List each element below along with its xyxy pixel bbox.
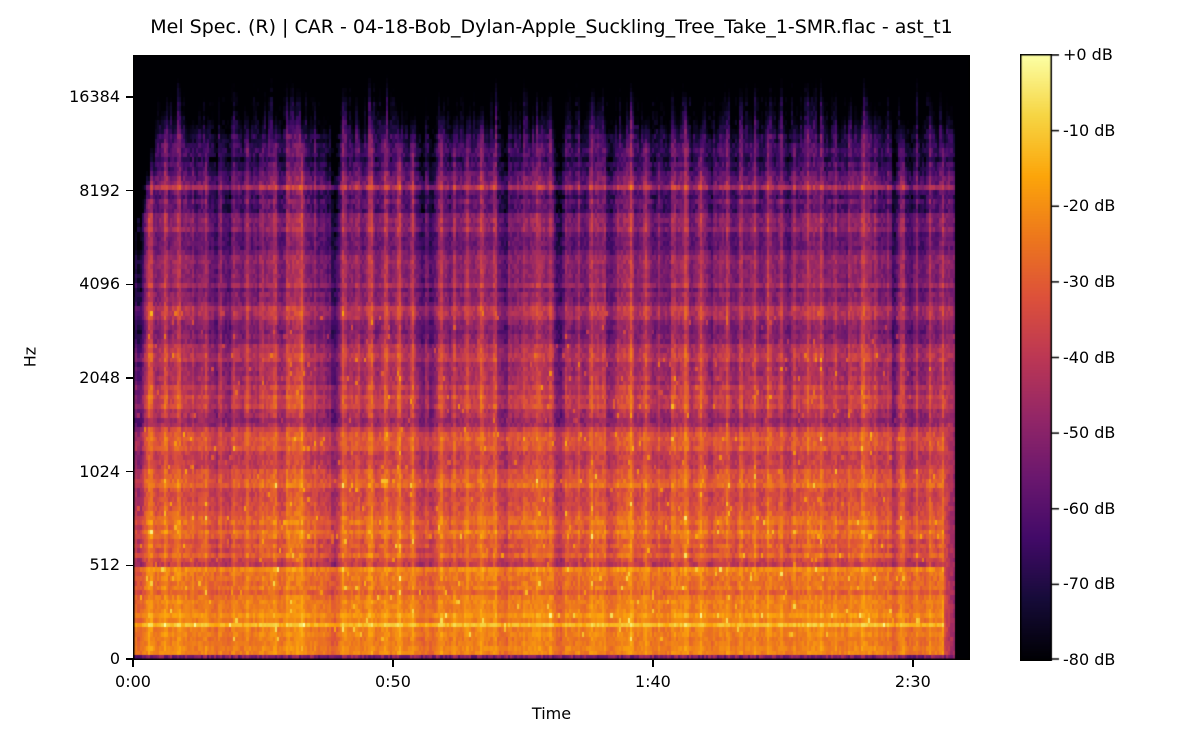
y-tick-mark: [126, 470, 133, 473]
colorbar: [1020, 54, 1060, 661]
x-tick-mark: [652, 660, 654, 667]
y-tick-label: 0: [109, 649, 120, 668]
x-tick-mark: [132, 660, 134, 667]
x-axis-label: Time: [531, 704, 572, 723]
y-tick-mark: [126, 189, 133, 192]
colorbar-tick-label: -80 dB: [1063, 650, 1116, 669]
y-tick-label: 4096: [79, 274, 120, 294]
y-tick-mark: [126, 377, 133, 379]
y-tick-label: 2048: [79, 368, 120, 387]
colorbar-tick-label: -10 dB: [1063, 120, 1116, 140]
y-tick-label: 512: [89, 555, 120, 575]
y-tick-mark: [126, 564, 133, 567]
chart-title: Mel Spec. (R) | CAR - 04-18-Bob_Dylan-Ap…: [150, 16, 953, 38]
y-tick-mark: [126, 96, 133, 98]
y-tick-label: 8192: [79, 180, 120, 200]
colorbar-tick-label: -30 dB: [1063, 271, 1116, 291]
x-tick-label: 1:40: [634, 672, 671, 691]
x-tick-mark: [912, 660, 914, 667]
y-tick-label: 16384: [69, 87, 120, 106]
mel-spectrogram-heatmap: [133, 55, 970, 660]
colorbar-tick-label: -60 dB: [1063, 498, 1116, 518]
y-axis-label: Hz: [20, 346, 40, 368]
colorbar-tick-label: -50 dB: [1063, 423, 1116, 443]
x-tick-mark: [392, 660, 394, 667]
x-tick-label: 2:30: [894, 672, 931, 691]
colorbar-tick-label: -40 dB: [1063, 347, 1116, 367]
y-tick-mark: [126, 658, 133, 660]
colorbar-tick-label: +0 dB: [1063, 45, 1113, 64]
x-tick-label: 0:50: [374, 672, 411, 691]
colorbar-tick-label: -70 dB: [1063, 574, 1116, 594]
y-tick-label: 1024: [79, 461, 120, 481]
x-tick-label: 0:00: [115, 672, 151, 691]
colorbar-tick-label: -20 dB: [1063, 196, 1116, 216]
y-tick-mark: [126, 283, 133, 286]
